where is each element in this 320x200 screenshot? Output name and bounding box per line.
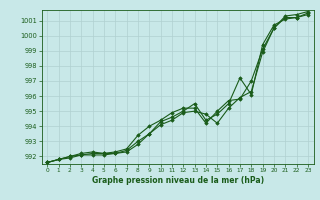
X-axis label: Graphe pression niveau de la mer (hPa): Graphe pression niveau de la mer (hPa) <box>92 176 264 185</box>
